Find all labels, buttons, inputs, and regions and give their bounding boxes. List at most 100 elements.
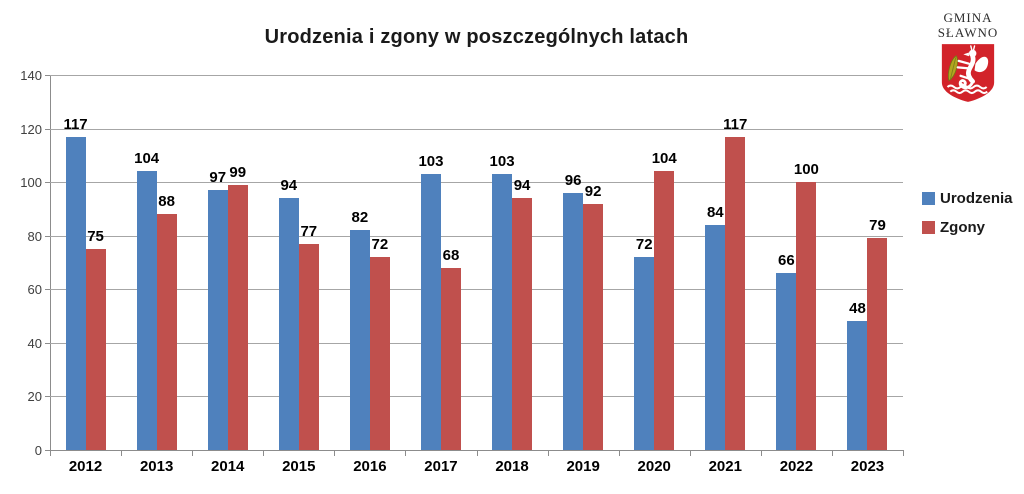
x-axis-tick xyxy=(405,451,407,456)
bar-value-label: 77 xyxy=(300,222,318,240)
bar-zgony-2014 xyxy=(227,184,248,450)
bar-urodzenia-2021 xyxy=(705,225,726,450)
legend: Urodzenia Zgony xyxy=(922,190,1013,248)
bar-urodzenia-2018 xyxy=(492,174,513,450)
plot-area: 117 75 104 88 97 99 94 77 82 72 103 68 103 94 96 92 72 10… xyxy=(50,75,903,450)
bar-value-label: 88 xyxy=(158,193,175,211)
bar-zgony-2020 xyxy=(654,171,675,450)
bar-urodzenia-2015 xyxy=(278,198,299,450)
bar-value-label: 103 xyxy=(489,153,515,171)
x-axis-label: 2019 xyxy=(566,458,600,475)
bar-urodzenia-2017 xyxy=(420,174,441,450)
x-axis-label: 2013 xyxy=(139,458,174,475)
x-axis-label: 2015 xyxy=(282,458,316,475)
y-axis-line xyxy=(50,75,51,450)
y-axis-tick xyxy=(45,182,50,184)
y-axis-tick xyxy=(45,342,50,344)
gridline xyxy=(50,289,903,291)
y-axis-label: 100 xyxy=(20,175,42,191)
bar-value-label: 92 xyxy=(584,182,602,200)
bar-value-label: 100 xyxy=(793,161,819,179)
x-axis-label: 2021 xyxy=(708,458,742,475)
bar-value-label: 94 xyxy=(513,177,531,195)
x-axis-label: 2020 xyxy=(637,458,671,475)
y-axis-tick xyxy=(45,235,50,237)
bar-zgony-2019 xyxy=(583,203,604,450)
bar-zgony-2013 xyxy=(156,214,177,450)
x-axis-label: 2018 xyxy=(495,458,529,475)
bar-value-label: 97 xyxy=(209,169,227,187)
x-axis-tick xyxy=(121,451,123,456)
y-axis-label: 80 xyxy=(27,228,42,244)
gmina-slawno-logo: GMINA SŁAWNO xyxy=(928,10,1008,108)
y-axis-tick xyxy=(45,396,50,398)
y-axis-tick xyxy=(45,75,50,76)
x-axis-label: 2014 xyxy=(211,458,245,475)
y-axis-label: 40 xyxy=(27,335,42,351)
bar-zgony-2012 xyxy=(85,249,106,450)
legend-label: Zgony xyxy=(940,219,985,236)
bar-value-label: 94 xyxy=(280,177,298,195)
x-axis-tick xyxy=(50,451,51,456)
bar-urodzenia-2023 xyxy=(847,321,868,450)
coat-of-arms-shield-icon xyxy=(941,44,995,102)
bar-value-label: 104 xyxy=(651,150,677,168)
x-axis-tick xyxy=(192,451,194,456)
x-axis-tick xyxy=(903,451,904,456)
bar-urodzenia-2012 xyxy=(65,136,86,450)
legend-swatch-icon xyxy=(922,221,935,234)
bar-value-label: 79 xyxy=(869,217,886,235)
gridline xyxy=(50,75,903,76)
bar-zgony-2021 xyxy=(725,136,746,450)
bar-urodzenia-2014 xyxy=(207,190,228,450)
bar-value-label: 48 xyxy=(849,300,866,318)
bar-zgony-2023 xyxy=(867,238,888,450)
x-axis-tick xyxy=(476,451,478,456)
chart-title: Urodzenia i zgony w poszczególnych latac… xyxy=(264,26,689,48)
bar-value-label: 96 xyxy=(564,171,582,189)
x-axis-tick xyxy=(334,451,336,456)
bar-value-label: 66 xyxy=(778,252,795,270)
logo-text-line2: SŁAWNO xyxy=(937,25,999,40)
bar-value-label: 104 xyxy=(134,150,160,168)
legend-swatch-icon xyxy=(922,192,935,205)
gridline xyxy=(50,128,903,130)
gridline xyxy=(50,182,903,184)
x-axis-tick xyxy=(263,451,265,456)
y-axis-label: 140 xyxy=(20,68,42,83)
x-axis-label: 2023 xyxy=(850,458,885,475)
y-axis-label: 20 xyxy=(27,389,42,405)
bar-value-label: 68 xyxy=(442,246,460,264)
bar-value-label: 84 xyxy=(706,204,724,221)
gridline xyxy=(50,396,903,398)
gridline xyxy=(50,342,903,344)
legend-item-zgony: Zgony xyxy=(922,219,1013,236)
x-axis-tick xyxy=(618,451,620,456)
y-axis-tick xyxy=(45,289,50,291)
x-axis-label: 2017 xyxy=(424,458,458,475)
bar-value-label: 72 xyxy=(635,236,653,254)
bar-value-label: 117 xyxy=(63,115,88,133)
legend-label: Urodzenia xyxy=(940,190,1013,207)
y-axis-label: 120 xyxy=(20,121,42,137)
legend-item-urodzenia: Urodzenia xyxy=(922,190,1013,207)
bar-urodzenia-2022 xyxy=(776,273,797,450)
x-axis-label: 2022 xyxy=(779,458,814,475)
y-axis-tick xyxy=(45,128,50,130)
x-axis-label: 2012 xyxy=(68,458,103,475)
x-axis-tick xyxy=(689,451,691,456)
y-axis-label: 60 xyxy=(27,282,42,298)
x-axis-line xyxy=(50,450,904,451)
bar-urodzenia-2013 xyxy=(136,171,157,450)
bar-value-label: 75 xyxy=(87,228,104,246)
bar-zgony-2016 xyxy=(369,257,390,450)
x-axis-tick xyxy=(547,451,549,456)
bar-value-label: 117 xyxy=(723,115,748,133)
x-axis-label: 2016 xyxy=(353,458,387,475)
bar-zgony-2018 xyxy=(512,198,533,450)
x-axis-tick xyxy=(831,451,833,456)
bar-urodzenia-2016 xyxy=(349,230,370,450)
bar-urodzenia-2020 xyxy=(634,257,655,450)
logo-text-line1: GMINA xyxy=(943,10,993,25)
